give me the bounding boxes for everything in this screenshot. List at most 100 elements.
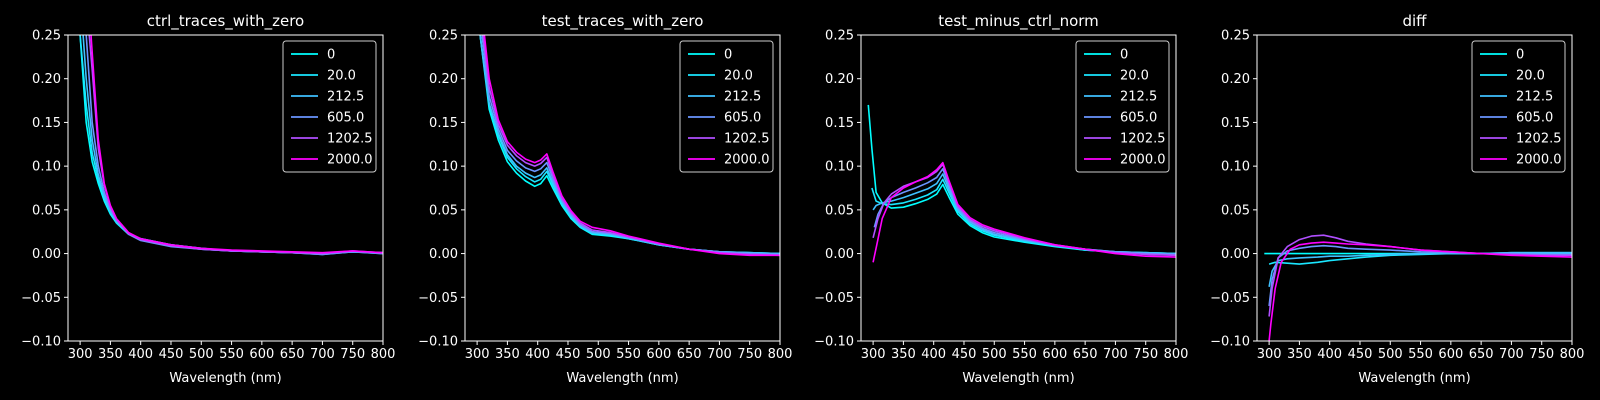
legend-label: 212.5 bbox=[724, 90, 761, 105]
x-tick-label: 750 bbox=[1529, 347, 1554, 362]
y-tick-label: 0.20 bbox=[1221, 72, 1250, 87]
y-tick-label: 0.00 bbox=[825, 247, 854, 262]
legend-label: 20.0 bbox=[724, 69, 753, 84]
x-tick-label: 600 bbox=[646, 347, 671, 362]
legend-label: 1202.5 bbox=[1516, 132, 1562, 147]
x-tick-label: 350 bbox=[98, 347, 123, 362]
y-tick-label: −0.10 bbox=[21, 335, 61, 350]
x-tick-label: 300 bbox=[465, 347, 490, 362]
chart-title: test_minus_ctrl_norm bbox=[938, 12, 1099, 31]
legend-label: 605.0 bbox=[724, 111, 761, 126]
x-tick-label: 700 bbox=[1499, 347, 1524, 362]
x-tick-label: 300 bbox=[1257, 347, 1282, 362]
legend-label: 20.0 bbox=[327, 69, 356, 84]
y-tick-label: 0.25 bbox=[32, 29, 61, 44]
y-tick-label: 0.00 bbox=[1221, 247, 1250, 262]
x-tick-label: 650 bbox=[1073, 347, 1098, 362]
legend-label: 1202.5 bbox=[724, 132, 770, 147]
series-lines bbox=[79, 35, 383, 256]
legend-label: 212.5 bbox=[327, 90, 364, 105]
y-tick-label: 0.20 bbox=[32, 72, 61, 87]
legend-label: 605.0 bbox=[1516, 111, 1553, 126]
x-tick-label: 400 bbox=[1317, 347, 1342, 362]
y-tick-label: 0.25 bbox=[825, 29, 854, 44]
x-tick-label: 300 bbox=[861, 347, 886, 362]
series-line-1202-5 bbox=[1268, 234, 1572, 317]
x-tick-label: 800 bbox=[1560, 347, 1585, 362]
x-tick-label: 800 bbox=[371, 347, 396, 362]
x-tick-label: 450 bbox=[159, 347, 184, 362]
series-lines bbox=[479, 35, 780, 257]
chart-panel-1: 300 350 400 450 500 550 600 650 700 750 800 −0.10 −0… bbox=[21, 12, 395, 386]
series-line-2000-0 bbox=[90, 35, 383, 254]
y-tick-label: −0.05 bbox=[418, 291, 458, 306]
y-tick-label: 0.15 bbox=[1221, 116, 1250, 131]
y-tick-label: 0.20 bbox=[429, 72, 458, 87]
legend-label: 1202.5 bbox=[1120, 132, 1166, 147]
legend-label: 605.0 bbox=[1120, 111, 1157, 126]
legend: 0 20.0 212.5 605.0 1202.5 2000.0 bbox=[1075, 40, 1170, 173]
x-tick-label: 400 bbox=[128, 347, 153, 362]
legend-label: 2000.0 bbox=[1120, 153, 1166, 168]
chart-title: diff bbox=[1402, 12, 1427, 30]
x-tick-label: 450 bbox=[952, 347, 977, 362]
x-tick-label: 500 bbox=[1378, 347, 1403, 362]
x-tick-label: 600 bbox=[1042, 347, 1067, 362]
legend-label: 605.0 bbox=[327, 111, 364, 126]
x-tick-label: 800 bbox=[768, 347, 793, 362]
x-tick-label: 300 bbox=[68, 347, 93, 362]
legend: 0 20.0 212.5 605.0 1202.5 2000.0 bbox=[282, 40, 377, 173]
x-tick-label: 750 bbox=[1133, 347, 1158, 362]
legend-box bbox=[282, 40, 377, 173]
axes-frame bbox=[860, 34, 1177, 342]
x-tick-label: 550 bbox=[219, 347, 244, 362]
legend-box bbox=[1075, 40, 1170, 173]
x-tick-label: 450 bbox=[1348, 347, 1373, 362]
x-tick-label: 650 bbox=[677, 347, 702, 362]
chart-panel-2: 300 350 400 450 500 550 600 650 700 750 800 −0.10 −0… bbox=[418, 12, 792, 386]
legend: 0 20.0 212.5 605.0 1202.5 2000.0 bbox=[1471, 40, 1566, 173]
y-tick-label: 0.25 bbox=[429, 29, 458, 44]
y-tick-label: 0.15 bbox=[32, 116, 61, 131]
x-tick-label: 700 bbox=[310, 347, 335, 362]
legend-label: 20.0 bbox=[1516, 69, 1545, 84]
x-axis-label: Wavelength (nm) bbox=[169, 371, 281, 386]
x-tick-label: 750 bbox=[340, 347, 365, 362]
y-tick-label: −0.05 bbox=[1210, 291, 1250, 306]
legend-box bbox=[679, 40, 774, 173]
series-lines bbox=[1264, 234, 1572, 341]
y-tick-label: 0.00 bbox=[32, 247, 61, 262]
y-tick-label: −0.05 bbox=[21, 291, 61, 306]
series-lines bbox=[867, 104, 1176, 263]
x-tick-label: 350 bbox=[495, 347, 520, 362]
y-tick-label: −0.10 bbox=[1210, 335, 1250, 350]
series-line-2000-0 bbox=[872, 161, 1176, 263]
y-tick-label: 0.10 bbox=[825, 160, 854, 175]
legend-label: 0 bbox=[327, 48, 335, 63]
legend-label: 2000.0 bbox=[1516, 153, 1562, 168]
x-tick-label: 550 bbox=[616, 347, 641, 362]
axes-frame bbox=[1256, 34, 1573, 342]
axes-frame bbox=[67, 34, 384, 342]
y-tick-label: 0.15 bbox=[429, 116, 458, 131]
x-tick-label: 500 bbox=[982, 347, 1007, 362]
y-tick-label: −0.10 bbox=[418, 335, 458, 350]
legend-label: 0 bbox=[1120, 48, 1128, 63]
y-tick-label: 0.25 bbox=[1221, 29, 1250, 44]
legend: 0 20.0 212.5 605.0 1202.5 2000.0 bbox=[679, 40, 774, 173]
legend-label: 1202.5 bbox=[327, 132, 373, 147]
x-tick-label: 550 bbox=[1012, 347, 1037, 362]
x-tick-label: 650 bbox=[280, 347, 305, 362]
chart-panel-3: 300 350 400 450 500 550 600 650 700 750 800 −0.10 −0… bbox=[814, 12, 1188, 386]
legend-label: 0 bbox=[1516, 48, 1524, 63]
y-tick-label: 0.10 bbox=[32, 160, 61, 175]
x-tick-label: 450 bbox=[556, 347, 581, 362]
x-tick-label: 700 bbox=[707, 347, 732, 362]
x-tick-label: 800 bbox=[1164, 347, 1189, 362]
chart-title: test_traces_with_zero bbox=[542, 12, 704, 31]
legend-label: 2000.0 bbox=[327, 153, 373, 168]
x-axis-label: Wavelength (nm) bbox=[1358, 371, 1470, 386]
x-axis-label: Wavelength (nm) bbox=[566, 371, 678, 386]
x-axis-label: Wavelength (nm) bbox=[962, 371, 1074, 386]
